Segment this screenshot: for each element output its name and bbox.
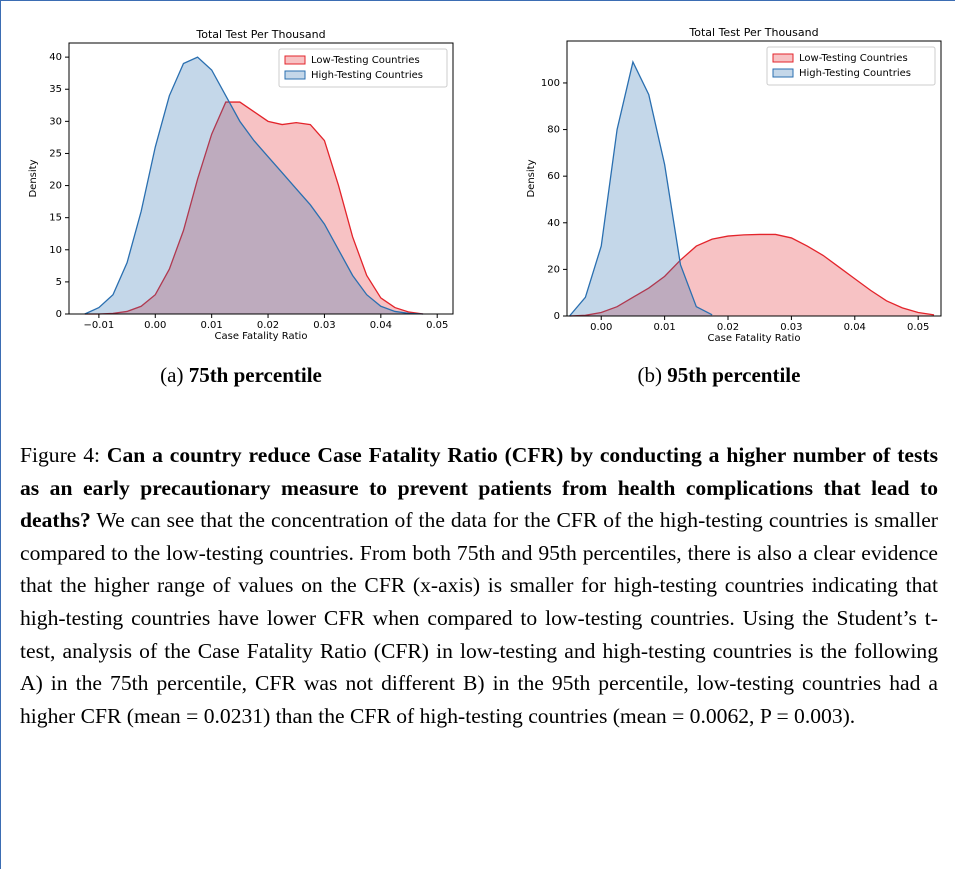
y-tick-label: 0 <box>554 311 560 322</box>
x-tick-label: 0.01 <box>201 320 223 331</box>
x-tick-label: 0.01 <box>653 322 675 333</box>
y-tick-label: 25 <box>49 148 62 159</box>
density-area <box>569 61 713 316</box>
caption: Figure 4: Can a country reduce Case Fata… <box>20 439 938 732</box>
x-tick-label: 0.00 <box>144 320 166 331</box>
x-tick-label: 0.00 <box>590 322 612 333</box>
charts: Total Test Per Thousand −0.01 0.00 0.01 0.02… <box>28 26 942 344</box>
density-area <box>84 102 424 314</box>
y-tick-label: 5 <box>56 277 62 288</box>
y-tick-label: 40 <box>49 52 62 63</box>
y-tick-label: 35 <box>49 84 62 95</box>
y-axis-label: Density <box>28 159 39 197</box>
x-tick-label: 0.03 <box>780 322 802 333</box>
caption-label: Figure 4: <box>20 443 101 467</box>
x-tick-label: 0.05 <box>426 320 448 331</box>
y-tick-label: 60 <box>547 171 560 182</box>
legend-label: Low-Testing Countries <box>311 55 420 66</box>
y-tick-label: 40 <box>547 218 560 229</box>
y-tick-label: 20 <box>49 181 62 192</box>
legend-box <box>278 48 448 88</box>
x-tick-label: 0.03 <box>313 320 335 331</box>
legend-box <box>766 46 936 86</box>
subcaption-label: (a) <box>160 363 184 387</box>
y-tick-label: 10 <box>49 245 62 256</box>
legend-label: High-Testing Countries <box>799 68 911 79</box>
y-tick-label: 30 <box>49 116 62 127</box>
x-tick-label: 0.02 <box>257 320 279 331</box>
x-axis-label: Case Fatality Ratio <box>215 331 308 342</box>
y-tick-label: 0 <box>56 309 62 320</box>
density-area <box>84 57 424 314</box>
plot-frame <box>68 42 454 315</box>
subcaption: (b) 95th percentile <box>519 363 919 388</box>
subcaption-text: 95th percentile <box>667 363 801 387</box>
y-tick-label: 100 <box>541 78 560 89</box>
chart-title: Total Test Per Thousand <box>195 28 325 41</box>
y-tick-label: 15 <box>49 213 62 224</box>
legend-label: High-Testing Countries <box>311 70 423 81</box>
legend-swatch <box>284 55 306 65</box>
caption-question: Can a country reduce Case Fatality Ratio… <box>20 443 938 533</box>
chart-title: Total Test Per Thousand <box>688 26 818 39</box>
legend-swatch <box>772 68 794 78</box>
x-tick-label: 0.05 <box>907 322 929 333</box>
x-tick-label: 0.04 <box>844 322 866 333</box>
subcaption-label: (b) <box>637 363 663 387</box>
x-tick-label: −0.01 <box>84 320 115 331</box>
caption-body: We can see that the concentration of the… <box>20 508 938 728</box>
density-line <box>84 56 424 315</box>
legend-swatch <box>772 53 794 63</box>
density-line <box>569 233 935 317</box>
legend-label: Low-Testing Countries <box>799 53 908 64</box>
subcaption: (a) 75th percentile <box>41 363 441 388</box>
y-axis-label: Density <box>526 159 537 197</box>
density-line <box>569 60 713 317</box>
x-axis-label: Case Fatality Ratio <box>708 333 801 344</box>
y-tick-label: 80 <box>547 125 560 136</box>
density-line <box>84 101 424 315</box>
x-tick-label: 0.04 <box>370 320 392 331</box>
legend-swatch <box>284 70 306 80</box>
density-area <box>569 234 935 316</box>
y-tick-label: 20 <box>547 264 560 275</box>
plot-frame <box>566 40 942 317</box>
subcaption-text: 75th percentile <box>188 363 322 387</box>
x-tick-label: 0.02 <box>717 322 739 333</box>
